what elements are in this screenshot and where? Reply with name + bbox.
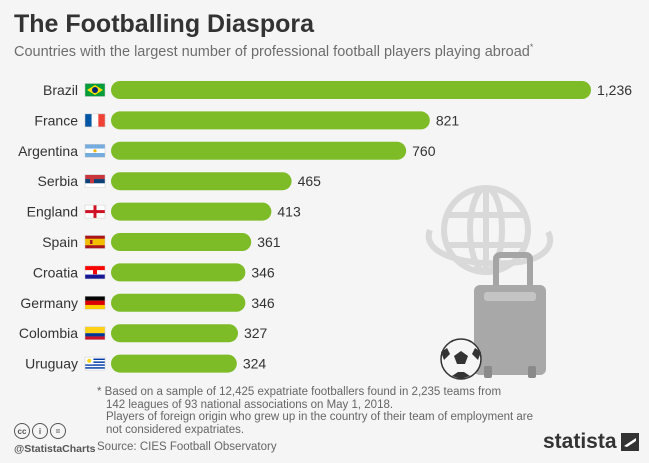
england-flag [84,204,106,219]
license-icons: cc i = [14,423,66,439]
value-label: 821 [436,112,460,128]
brazil-flag [84,83,106,97]
category-label: England [27,204,78,220]
statista-logo[interactable]: statista [543,430,639,454]
category-label: Argentina [18,143,78,159]
chart-subtitle: Countries with the largest number of pro… [14,42,533,60]
category-label: Brazil [43,82,78,98]
bar [111,81,591,99]
suitcase-icon [474,252,546,378]
bar [111,263,246,282]
germany-flag [84,296,106,310]
value-label: 1,236 [597,82,632,98]
bar [111,354,237,373]
bar [111,233,252,251]
no-derivatives-icon[interactable]: = [50,423,66,439]
value-label: 346 [251,295,275,311]
globe-luggage-illustration [425,185,554,380]
value-label: 760 [412,143,436,159]
serbia-flag [84,174,106,188]
colombia-flag [84,326,106,340]
brand-name: statista [543,430,617,453]
value-label: 346 [251,264,275,280]
globe-icon [425,185,554,275]
category-label: Spain [42,234,78,250]
footnote-line-1: * Based on a sample of 12,425 expatriate… [97,386,502,398]
argentina-flag [84,144,106,158]
bar [111,141,407,160]
bar [111,202,272,221]
category-label: Serbia [38,173,79,189]
category-label: Germany [20,295,78,311]
category-label: Croatia [33,264,78,280]
value-label: 413 [277,204,301,220]
value-label: 324 [243,356,267,372]
footnote-line-4: not considered expatriates. [106,423,245,436]
spain-flag [84,235,106,249]
footnote-line-2: 142 leagues of 93 national associations … [106,398,394,411]
bar [111,324,238,343]
bars-group: Brazil 1,236 France 821 Argentina 760 Serbia 46… [18,81,632,373]
subtitle-footnote-mark: * [529,42,534,52]
cc-license-icon[interactable]: cc [14,423,30,439]
attribution-icon[interactable]: i [32,423,48,439]
chart-title: The Footballing Diaspora [14,10,315,38]
value-label: 361 [257,234,281,250]
bar [111,293,246,312]
subtitle-text: Countries with the largest number of pro… [14,43,530,60]
value-label: 465 [298,173,322,189]
bar [111,172,292,191]
category-label: France [34,112,78,128]
statista-mark-icon [620,433,639,451]
football-icon [440,338,482,380]
croatia-flag [84,265,106,280]
value-label: 327 [244,325,268,341]
uruguay-flag [84,356,106,371]
footnote: * Based on a sample of 12,425 expatriate… [97,386,557,436]
source-text: Source: CIES Football Observatory [97,441,277,453]
category-label: Uruguay [25,356,78,372]
twitter-handle[interactable]: @StatistaCharts [14,443,96,455]
footnote-line-3: Players of foreign origin who grew up in… [106,411,533,423]
france-flag [84,113,106,128]
bar [111,111,430,130]
category-label: Colombia [19,325,78,341]
